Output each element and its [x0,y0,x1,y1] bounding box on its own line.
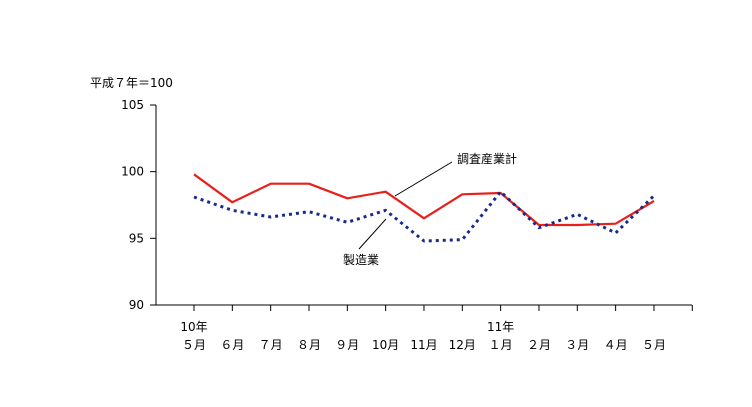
x-tick-label: 12月 [449,338,476,352]
x-tick-label: １月 [489,338,513,352]
series-label: 調査産業計 [457,151,517,166]
y-tick-label: 105 [121,98,144,112]
x-tick-label: ９月 [335,338,359,352]
x-tick-label: ３月 [565,338,589,352]
year-label: 11年 [487,320,514,334]
x-tick-label: ６月 [220,338,244,352]
x-tick-label: ５月 [642,338,666,352]
series-lines [193,173,656,243]
year-label: 10年 [180,320,207,334]
x-tick-label: 11月 [410,338,437,352]
y-tick-label: 95 [129,231,144,245]
x-tick-label: 10月 [372,338,399,352]
y-tick-label: 90 [129,298,144,312]
x-tick-label: ７月 [259,338,283,352]
series-line-0 [193,173,655,227]
unit-label: 平成７年＝100 [90,76,173,90]
leader-line [394,161,453,197]
x-tick-label: ８月 [297,338,321,352]
series-label: 製造業 [343,253,379,267]
series-line-1 [193,190,656,243]
tick-labels: 90 95 100 105 ５月 ６月 ７月 ８月 ９月 10月 11月 12月 １月 ２月 ３月 ４月 ５月 1… [121,98,666,352]
y-tick-label: 100 [121,165,144,179]
x-tick-label: ２月 [527,338,551,352]
axes [150,104,693,311]
leader-line [358,218,387,250]
x-tick-label: ５月 [182,338,206,352]
x-tick-label: ４月 [604,338,628,352]
